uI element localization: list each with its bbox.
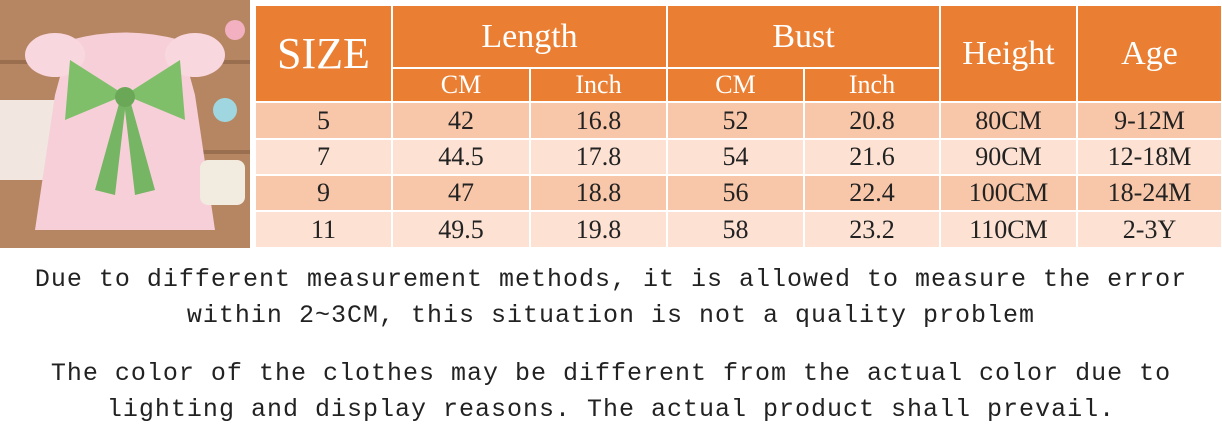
header-cell: Age: [1077, 5, 1222, 102]
note: The color of the clothes may be differen…: [50, 359, 1172, 424]
note: Due to different measurement methods, it…: [34, 265, 1188, 330]
table-cell: 49.5: [392, 211, 530, 248]
table-cell: 23.2: [804, 211, 940, 248]
table-cell: 42: [392, 102, 530, 139]
header-cell: Length: [392, 5, 667, 68]
header-cell: Height: [940, 5, 1077, 102]
table-cell: 58: [667, 211, 804, 248]
table-cell: 9: [255, 175, 392, 211]
header-cell: SIZE: [255, 5, 392, 102]
product-photo: [0, 0, 250, 248]
table-cell: 110CM: [940, 211, 1077, 248]
table-cell: 17.8: [530, 139, 667, 175]
table-cell: 47: [392, 175, 530, 211]
sub-header-cell: Inch: [804, 68, 940, 102]
table-cell: 21.6: [804, 139, 940, 175]
table-cell: 44.5: [392, 139, 530, 175]
table-cell: 90CM: [940, 139, 1077, 175]
table-cell: 5: [255, 102, 392, 139]
table-cell: 16.8: [530, 102, 667, 139]
table-cell: 19.8: [530, 211, 667, 248]
table-cell: 18.8: [530, 175, 667, 211]
table-cell: 12-18M: [1077, 139, 1222, 175]
sub-header-cell: Inch: [530, 68, 667, 102]
sub-header-cell: CM: [667, 68, 804, 102]
table-cell: 22.4: [804, 175, 940, 211]
table-cell: 11: [255, 211, 392, 248]
table-cell: 56: [667, 175, 804, 211]
header-cell: Bust: [667, 5, 940, 68]
table-cell: 100CM: [940, 175, 1077, 211]
table-cell: 80CM: [940, 102, 1077, 139]
table-cell: 2-3Y: [1077, 211, 1222, 248]
table-cell: 7: [255, 139, 392, 175]
table-cell: 52: [667, 102, 804, 139]
table-cell: 20.8: [804, 102, 940, 139]
table-cell: 9-12M: [1077, 102, 1222, 139]
table-cell: 54: [667, 139, 804, 175]
table-cell: 18-24M: [1077, 175, 1222, 211]
sub-header-cell: CM: [392, 68, 530, 102]
